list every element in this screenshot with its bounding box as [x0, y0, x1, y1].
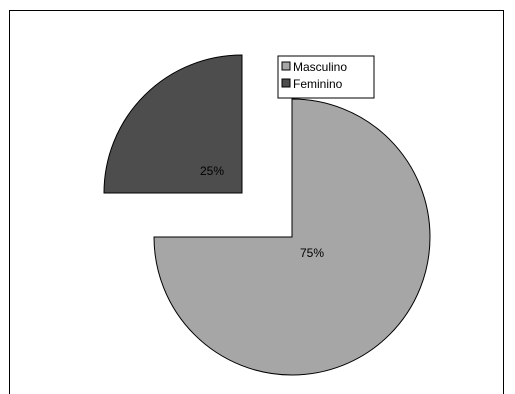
- pie-slice-masculino: [153, 98, 431, 376]
- legend: Masculino Feminino: [277, 55, 375, 99]
- pie-data-labels: 75% 25%: [200, 164, 324, 260]
- legend-label-feminino: Feminino: [293, 77, 343, 91]
- data-label-feminino: 25%: [200, 164, 224, 178]
- chart-frame: [9, 10, 504, 394]
- pie-slice-feminino: [103, 54, 243, 194]
- legend-label-masculino: Masculino: [293, 60, 347, 74]
- legend-swatch-masculino: [281, 61, 291, 71]
- pie-slices: [103, 54, 431, 376]
- legend-box: [277, 55, 375, 99]
- legend-swatch-feminino: [281, 78, 291, 88]
- data-label-masculino: 75%: [300, 246, 324, 260]
